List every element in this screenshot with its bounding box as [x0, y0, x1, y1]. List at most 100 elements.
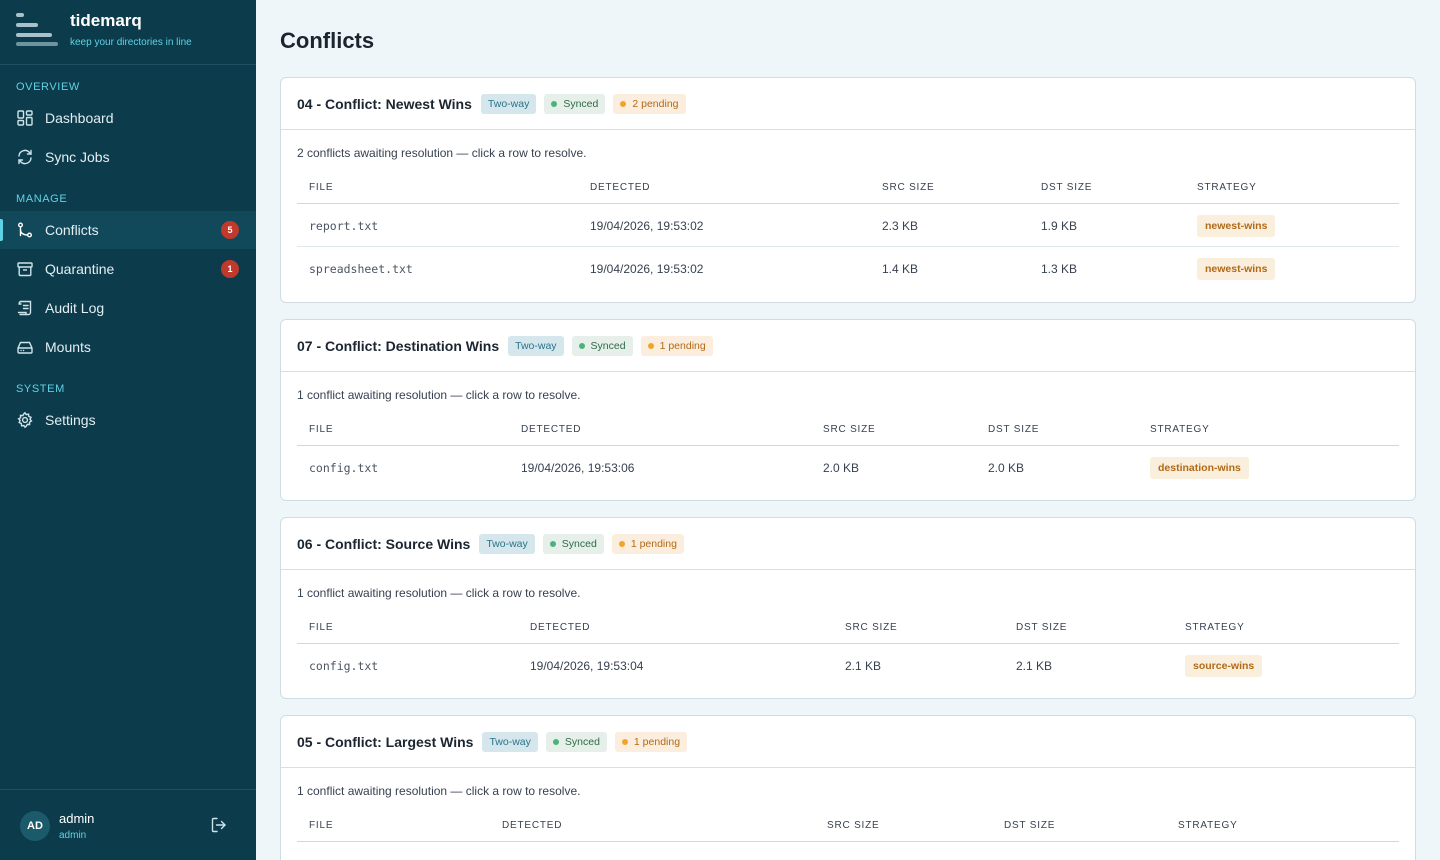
detected-time: 19/04/2026, 19:53:02 [590, 262, 704, 276]
column-header-strategy[interactable]: STRATEGY [1185, 622, 1245, 633]
pending-badge: 1 pending [640, 335, 713, 356]
column-header-file[interactable]: FILE [309, 622, 334, 633]
table-row[interactable]: config.txt 19/04/2026, 19:53:06 2.0 KB 2… [297, 446, 1399, 489]
src-size: 2.0 KB [823, 461, 860, 475]
dashboard-icon [16, 109, 34, 127]
page-title: Conflicts [280, 28, 375, 53]
nav-section-manage: MANAGE [16, 193, 68, 205]
status-label: Synced [590, 339, 626, 352]
strategy-badge: newest-wins [1197, 258, 1276, 280]
sidebar-item-label: Sync Jobs [45, 149, 110, 165]
conflict-job-card: 07 - Conflict: Destination Wins Two-way … [280, 319, 1416, 501]
dst-size: 2.0 KB [988, 461, 1025, 475]
table-header: FILE DETECTED SRC SIZE DST SIZE STRATEGY [297, 174, 1399, 204]
job-title: 05 - Conflict: Largest Wins [297, 733, 474, 750]
pending-label: 1 pending [633, 735, 681, 748]
sidebar-item-label: Audit Log [45, 300, 105, 316]
status-badge: Synced [545, 731, 607, 752]
column-header-detected[interactable]: DETECTED [530, 622, 591, 633]
card-header: 05 - Conflict: Largest Wins Two-way Sync… [281, 716, 1415, 768]
column-header-src-size[interactable]: SRC SIZE [882, 182, 935, 193]
sync-mode-badge: Two-way [508, 335, 564, 356]
column-header-strategy[interactable]: STRATEGY [1197, 182, 1257, 193]
sync-mode-badge: Two-way [480, 93, 537, 114]
sidebar-item-label: Conflicts [45, 222, 99, 238]
column-header-dst-size[interactable]: DST SIZE [1004, 820, 1056, 831]
sidebar-item-conflicts[interactable]: Conflicts 5 [0, 211, 256, 249]
src-size: 2.3 KB [882, 219, 919, 233]
sidebar-item-settings[interactable]: Settings [0, 401, 256, 439]
sidebar-item-label: Mounts [45, 339, 91, 355]
table-row[interactable]: spreadsheet.txt 19/04/2026, 19:53:02 1.4… [297, 247, 1399, 290]
card-header: 07 - Conflict: Destination Wins Two-way … [281, 320, 1415, 372]
detected-time: 19/04/2026, 19:53:02 [590, 219, 704, 233]
conflicts-table: FILE DETECTED SRC SIZE DST SIZE STRATEGY [297, 812, 1399, 842]
sync-mode-badge: Two-way [479, 533, 535, 554]
status-badge: Synced [542, 533, 604, 554]
column-header-src-size[interactable]: SRC SIZE [827, 820, 880, 831]
table-header: FILE DETECTED SRC SIZE DST SIZE STRATEGY [297, 812, 1399, 842]
sidebar: tidemarq keep your directories in line O… [0, 0, 256, 860]
table-row[interactable]: report.txt 19/04/2026, 19:53:02 2.3 KB 1… [297, 204, 1399, 247]
card-description: 1 conflict awaiting resolution — click a… [297, 784, 581, 798]
job-title: 07 - Conflict: Destination Wins [297, 337, 500, 354]
conflicts-table: FILE DETECTED SRC SIZE DST SIZE STRATEGY… [297, 416, 1399, 489]
dst-size: 1.3 KB [1041, 262, 1078, 276]
column-header-strategy[interactable]: STRATEGY [1150, 424, 1210, 435]
table-row[interactable]: config.txt 19/04/2026, 19:53:04 2.1 KB 2… [297, 644, 1399, 687]
conflicts-table: FILE DETECTED SRC SIZE DST SIZE STRATEGY… [297, 614, 1399, 687]
card-header: 04 - Conflict: Newest Wins Two-way Synce… [281, 78, 1415, 130]
src-size: 2.1 KB [845, 659, 882, 673]
column-header-detected[interactable]: DETECTED [590, 182, 651, 193]
column-header-dst-size[interactable]: DST SIZE [1041, 182, 1093, 193]
status-dot-icon [578, 342, 585, 349]
conflict-job-card: 06 - Conflict: Source Wins Two-way Synce… [280, 517, 1416, 699]
column-header-detected[interactable]: DETECTED [502, 820, 563, 831]
card-description: 1 conflict awaiting resolution — click a… [297, 586, 581, 600]
user-name: admin [59, 811, 95, 826]
sidebar-item-quarantine[interactable]: Quarantine 1 [0, 250, 256, 288]
sync-mode-badge: Two-way [482, 731, 538, 752]
sidebar-item-mounts[interactable]: Mounts [0, 328, 256, 366]
strategy-badge: destination-wins [1150, 457, 1249, 479]
branch-icon [16, 221, 34, 239]
column-header-strategy[interactable]: STRATEGY [1178, 820, 1238, 831]
column-header-src-size[interactable]: SRC SIZE [845, 622, 898, 633]
card-description: 2 conflicts awaiting resolution — click … [297, 146, 587, 160]
quarantine-count-badge: 1 [221, 260, 239, 278]
column-header-dst-size[interactable]: DST SIZE [988, 424, 1040, 435]
column-header-dst-size[interactable]: DST SIZE [1016, 622, 1068, 633]
status-badge: Synced [544, 93, 606, 114]
conflicts-count-badge: 5 [221, 221, 239, 239]
nav-section-overview: OVERVIEW [16, 81, 80, 93]
column-header-file[interactable]: FILE [309, 182, 334, 193]
table-header: FILE DETECTED SRC SIZE DST SIZE STRATEGY [297, 614, 1399, 644]
gear-icon [16, 411, 34, 429]
column-header-src-size[interactable]: SRC SIZE [823, 424, 876, 435]
sidebar-item-label: Quarantine [45, 261, 115, 277]
sidebar-item-audit-log[interactable]: Audit Log [0, 289, 256, 327]
sidebar-item-sync-jobs[interactable]: Sync Jobs [0, 138, 256, 176]
card-header: 06 - Conflict: Source Wins Two-way Synce… [281, 518, 1415, 570]
refresh-icon [16, 148, 34, 166]
user-role: admin [59, 830, 87, 841]
src-size: 1.4 KB [882, 262, 919, 276]
pending-dot-icon [618, 540, 625, 547]
status-dot-icon [552, 738, 559, 745]
pending-label: 2 pending [632, 97, 679, 110]
sidebar-item-dashboard[interactable]: Dashboard [0, 99, 256, 137]
logout-icon [211, 817, 226, 833]
log-icon [16, 299, 34, 317]
column-header-file[interactable]: FILE [309, 820, 334, 831]
column-header-file[interactable]: FILE [309, 424, 334, 435]
pending-badge: 1 pending [611, 533, 684, 554]
column-header-detected[interactable]: DETECTED [521, 424, 582, 435]
dst-size: 1.9 KB [1041, 219, 1078, 233]
job-title: 04 - Conflict: Newest Wins [297, 95, 472, 112]
status-label: Synced [563, 97, 599, 110]
logout-button[interactable] [210, 816, 228, 834]
conflicts-table: FILE DETECTED SRC SIZE DST SIZE STRATEGY… [297, 174, 1399, 290]
card-description: 1 conflict awaiting resolution — click a… [297, 388, 581, 402]
brand: tidemarq keep your directories in line [0, 0, 256, 65]
status-label: Synced [561, 537, 597, 550]
